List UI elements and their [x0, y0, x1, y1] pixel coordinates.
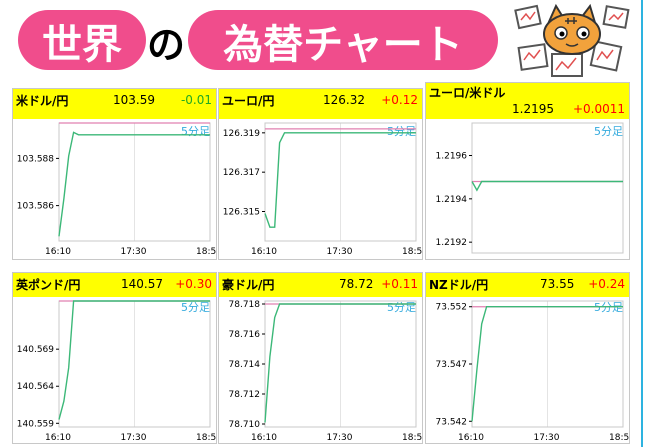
pair-name: 米ドル/円 [16, 94, 69, 108]
y-tick-label: 78.710 [229, 420, 261, 430]
y-tick-label: 140.569 [17, 345, 54, 355]
y-tick-label: 78.716 [229, 330, 261, 340]
y-tick-label: 73.552 [436, 303, 468, 313]
y-tick-label: 73.542 [436, 417, 468, 427]
timeframe-label: 5分足 [387, 125, 416, 138]
line-chart: 16:10 17:30 18:50 73.552 73.547 73.542 [436, 300, 629, 443]
pair-name: 英ポンド/円 [16, 278, 81, 292]
header-banner: 世界 の 為替チャート [18, 3, 630, 77]
chart-panel-eurjpy[interactable]: ユーロ/円 126.32 +0.12 5分足 16:10 17:30 18:50 12… [218, 88, 423, 260]
y-tick-label: 126.315 [223, 208, 260, 218]
x-tick-label: 18:50 [609, 433, 629, 443]
chart-panel-gbpjpy[interactable]: 英ポンド/円 140.57 +0.30 5分足 16:1017:3018:501… [12, 272, 217, 444]
x-tick-label: 17:30 [121, 433, 147, 443]
timeframe-label: 5分足 [594, 125, 623, 138]
x-tick-label: 18:50 [196, 247, 216, 257]
rate-line [471, 305, 623, 422]
pair-change: +0.11 [381, 277, 418, 291]
pair-rate: 103.59 [113, 93, 155, 107]
line-chart: 16:10 17:30 18:50 78.718 78.716 78.714 78.712 7… [229, 300, 423, 443]
x-tick-label: 16:10 [458, 433, 484, 443]
title-part2: 為替チャート [223, 22, 463, 68]
x-tick-label: 17:30 [534, 433, 560, 443]
y-tick-label: 1.2192 [436, 238, 468, 248]
rate-line [471, 180, 623, 192]
title-badge-right [188, 10, 498, 70]
cat-face-icon [543, 13, 601, 55]
x-tick-label: 18:50 [402, 247, 422, 257]
pair-rate: 126.32 [323, 93, 365, 107]
cat-mascot-illustration [514, 3, 630, 77]
pair-change: +0.24 [588, 277, 625, 291]
y-tick-label: 78.712 [229, 390, 261, 400]
monitor-icon [589, 40, 623, 72]
pair-change: +0.12 [381, 93, 418, 107]
rate-line [264, 303, 416, 423]
y-tick-label: 73.547 [436, 360, 468, 370]
panel-header: ユーロ/米ドル 1.2195 +0.0011 [426, 83, 629, 119]
x-tick-label: 17:30 [327, 247, 353, 257]
line-chart: 16:10 17:30 18:50 140.569 140.564 140.559 [17, 300, 216, 443]
x-tick-label: 18:50 [402, 433, 422, 443]
y-tick-label: 1.2196 [436, 152, 468, 162]
x-tick-label: 16:10 [45, 433, 71, 443]
y-tick-label: 1.2194 [436, 195, 468, 205]
pair-name: ユーロ/円 [222, 94, 275, 108]
rate-line [264, 132, 416, 228]
panel-header: 英ポンド/円 140.57 +0.30 [13, 273, 216, 297]
y-tick-label: 78.714 [229, 360, 261, 370]
y-tick-label: 126.319 [223, 129, 260, 139]
x-tick-label: 17:30 [327, 433, 353, 443]
panel-header: NZドル/円 73.55 +0.24 [426, 273, 629, 297]
chart-panel-nzdjpy[interactable]: NZドル/円 73.55 +0.24 5分足 16:10 17:30 18:50 73… [425, 272, 630, 444]
x-tick-label: 18:50 [196, 433, 216, 443]
x-tick-label: 16:10 [251, 433, 277, 443]
panel-header: ユーロ/円 126.32 +0.12 [219, 89, 422, 119]
monitor-icon [517, 43, 549, 71]
title-connector: の [147, 23, 185, 67]
chart-panel-usdjpy[interactable]: 米ドル/円 103.59 -0.01 5分足 16:1017:3018:5010… [12, 88, 217, 260]
pair-rate: 140.57 [121, 277, 163, 291]
plot-area [471, 122, 624, 254]
x-tick-label: 16:10 [251, 247, 277, 257]
pair-rate: 73.55 [540, 277, 575, 291]
y-tick-label: 140.559 [17, 419, 54, 429]
y-tick-label: 126.317 [223, 168, 260, 178]
y-tick-label: 78.718 [229, 300, 261, 310]
timeframe-label: 5分足 [594, 301, 623, 314]
monitor-icon [514, 4, 542, 30]
panel-header: 豪ドル/円 78.72 +0.11 [219, 273, 422, 297]
x-tick-label: 17:30 [121, 247, 147, 257]
x-tick-label: 16:10 [45, 247, 71, 257]
line-chart: 16:10 17:30 18:50 103.588 103.586 [17, 122, 216, 257]
timeframe-label: 5分足 [181, 301, 210, 314]
pair-name: 豪ドル/円 [222, 278, 275, 292]
panel-header: 米ドル/円 103.59 -0.01 [13, 89, 216, 119]
monitor-icon [551, 53, 583, 77]
pair-name: NZドル/円 [429, 278, 489, 292]
rate-line [58, 300, 210, 420]
y-tick-label: 140.564 [17, 382, 54, 392]
title-part1: 世界 [42, 22, 122, 68]
pair-change: +0.0011 [572, 102, 625, 116]
pair-rate: 78.72 [339, 277, 374, 291]
y-tick-label: 103.588 [17, 154, 54, 164]
chart-panel-eurusd[interactable]: ユーロ/米ドル 1.2195 +0.0011 5分足 1.2196 1.2194 1… [425, 82, 630, 260]
chart-panel-audjpy[interactable]: 豪ドル/円 78.72 +0.11 5分足 16:1017:3018:5078.… [218, 272, 423, 444]
rate-line [58, 131, 210, 237]
monitor-icon [602, 5, 630, 29]
pair-rate: 1.2195 [512, 102, 554, 116]
title-badge-left [18, 10, 146, 70]
pair-change: +0.30 [175, 277, 212, 291]
line-chart: 1.2196 1.2194 1.2192 [436, 122, 624, 254]
y-tick-label: 103.586 [17, 202, 54, 212]
line-chart: 16:10 17:30 18:50 126.319 126.317 126.315 [223, 122, 422, 257]
pair-change: -0.01 [180, 93, 212, 107]
pair-name: ユーロ/米ドル [429, 86, 506, 100]
